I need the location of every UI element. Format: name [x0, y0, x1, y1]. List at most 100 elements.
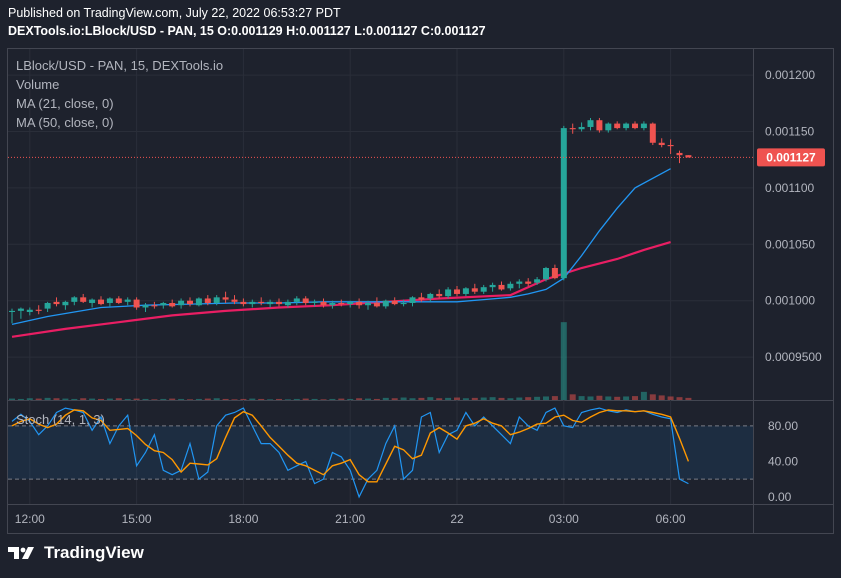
volume-bar — [632, 396, 638, 400]
volume-bar — [543, 396, 549, 400]
volume-bar — [329, 398, 336, 400]
price-tick-label: 0.001000 — [765, 294, 815, 308]
last-price-line: 0.001127 — [8, 148, 825, 167]
volume-bar — [382, 397, 389, 400]
candle-body — [249, 301, 256, 305]
volume-bar — [302, 398, 309, 400]
legend-stoch[interactable]: Stoch (14, 1, 3) — [16, 412, 105, 427]
candle-body — [213, 297, 220, 303]
candle-body — [115, 298, 122, 303]
volume-bar — [71, 398, 78, 400]
time-tick-label: 12:00 — [15, 512, 45, 526]
candle-body — [632, 123, 638, 129]
volume-bar — [44, 397, 51, 400]
candle-body — [267, 301, 274, 305]
candle-body — [302, 298, 309, 303]
volume-bar — [293, 398, 300, 400]
stoch-band-fill — [8, 425, 753, 480]
volume-bar — [587, 396, 594, 400]
time-axis-labels: 12:00 15:00 18:00 21:00 22 03:00 06:00 — [15, 512, 686, 526]
legend-ma50[interactable]: MA (50, close, 0) — [16, 115, 114, 130]
time-tick-label: 21:00 — [335, 512, 365, 526]
volume-bar — [240, 398, 247, 400]
candle-body — [605, 123, 612, 131]
candle-body — [240, 301, 247, 305]
candle-body — [614, 123, 621, 129]
candle-body — [436, 293, 443, 297]
candle-body — [507, 283, 514, 289]
volume-bar — [267, 399, 274, 400]
volume-bar — [231, 399, 238, 400]
volume-bar — [605, 396, 612, 400]
tradingview-logo-icon — [8, 547, 34, 559]
main-pane-frame — [7, 48, 834, 534]
candle-body — [382, 300, 389, 307]
published-line: Published on TradingView.com, July 22, 2… — [8, 6, 341, 20]
candle-body — [587, 120, 594, 127]
time-tick-label: 22 — [450, 512, 464, 526]
stoch-d-path — [11, 409, 690, 483]
candle-body — [89, 299, 96, 303]
candle-body — [427, 293, 434, 299]
candle-body — [187, 300, 193, 305]
candle-body — [391, 300, 398, 305]
tradingview-logo[interactable]: TradingView — [8, 543, 144, 563]
candle-body — [53, 301, 60, 305]
stoch-tick-label: 80.00 — [768, 419, 798, 433]
candle-body — [311, 301, 318, 303]
volume-bar — [356, 398, 363, 400]
candle-body — [160, 302, 167, 306]
volume-bar — [498, 397, 505, 400]
price-tick-label: 0.001100 — [765, 181, 814, 195]
volume-bar — [685, 397, 692, 400]
candle-body — [231, 299, 238, 302]
candle-body — [462, 288, 469, 294]
volume-bar — [204, 398, 211, 400]
volume-bar — [489, 397, 496, 400]
candle-body — [551, 268, 558, 279]
volume-bars — [9, 322, 692, 400]
volume-bar — [142, 398, 149, 400]
grid — [8, 49, 753, 504]
candle-body — [409, 297, 416, 303]
time-tick-label: 15:00 — [122, 512, 152, 526]
time-tick-label: 18:00 — [228, 512, 258, 526]
stoch-tick-label: 0.00 — [768, 490, 792, 504]
volume-bar — [676, 397, 683, 400]
brand-name: TradingView — [44, 543, 144, 562]
candle-body — [178, 300, 185, 306]
time-tick-label: 06:00 — [656, 512, 686, 526]
volume-bar — [667, 396, 674, 400]
candle-body — [222, 297, 229, 300]
legend-volume[interactable]: Volume — [16, 77, 60, 92]
legend-symbol[interactable]: LBlock/USD - PAN, 15, DEXTools.io — [16, 58, 224, 73]
price-tick-label: 0.001200 — [765, 68, 815, 82]
volume-bar — [17, 398, 24, 400]
volume-bar — [26, 398, 33, 400]
candle-body — [454, 289, 460, 294]
candle-body — [35, 309, 42, 311]
volume-bar — [534, 396, 541, 400]
volume-bar — [525, 397, 532, 400]
ohlc-line: DEXTools.io:LBlock/USD - PAN, 15 O:0.001… — [8, 24, 486, 38]
volume-bar — [649, 394, 656, 400]
candle-body — [329, 302, 336, 306]
volume-bar — [640, 391, 647, 400]
stoch-band — [8, 425, 753, 480]
candle-body — [195, 298, 202, 306]
volume-bar — [400, 397, 407, 400]
candle-body — [98, 299, 104, 305]
candle-body — [204, 298, 211, 303]
price-tick-label: 0.001050 — [765, 237, 815, 251]
volume-bar — [569, 394, 576, 400]
volume-bar — [195, 398, 202, 400]
legend-ma21[interactable]: MA (21, close, 0) — [16, 96, 114, 111]
volume-bar — [578, 396, 585, 400]
volume-bar — [98, 398, 104, 400]
candle-body — [26, 309, 33, 312]
volume-bar — [89, 398, 96, 400]
candle-body — [365, 302, 371, 306]
candle-body — [9, 310, 15, 312]
